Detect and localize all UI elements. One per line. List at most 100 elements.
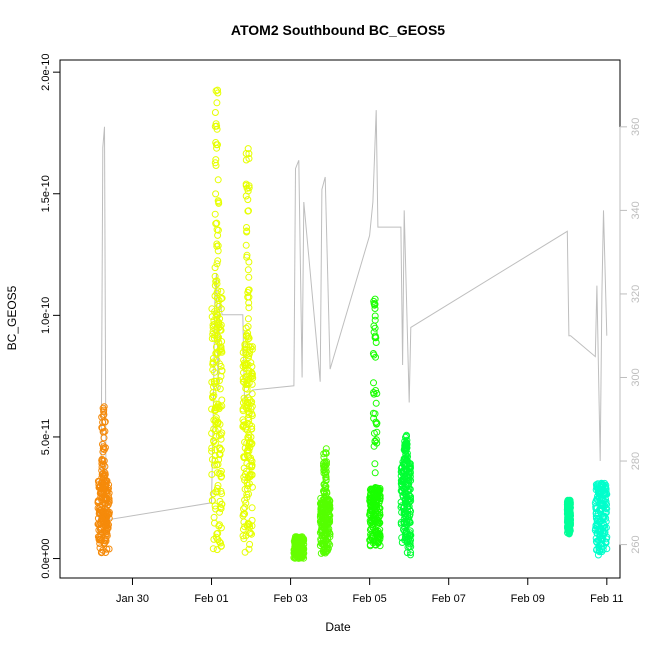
data-point [211,427,219,434]
data-point [245,545,253,553]
data-point [208,405,216,413]
data-point [103,528,111,535]
data-point [209,330,217,338]
data-point [214,482,222,489]
data-point [407,551,414,559]
data-point [217,542,225,550]
segment-7 [397,431,415,559]
data-point [594,525,602,533]
data-point [299,543,306,551]
data-point [376,542,384,550]
data-point [322,536,330,544]
data-point [244,266,252,274]
data-point [243,493,251,501]
data-point [105,514,113,522]
data-point [592,481,600,489]
data-point [243,426,251,434]
y-axis-label: BC_GEOS5 [5,285,19,350]
data-point [105,545,113,553]
data-point [217,505,225,512]
data-point [218,367,226,375]
data-point [597,482,605,490]
data-point [248,440,256,448]
data-point [212,156,220,164]
data-point [322,449,330,457]
data-point [101,418,109,426]
data-point [213,240,221,248]
x-tick-label: Feb 05 [353,593,387,605]
segment-9 [591,479,611,559]
data-point [325,506,333,514]
y-tick-label: 1.0e-10 [40,297,52,334]
data-point [214,247,222,255]
y2-tick-label: 360 [630,118,642,136]
data-point [214,402,222,410]
data-point [366,541,374,549]
data-point [565,500,573,507]
y2-tick-label: 280 [630,452,642,470]
data-point [406,471,413,479]
data-point [248,483,256,491]
data-point [400,508,408,516]
data-point [213,226,221,234]
y2-axis: 260 280 300 320 340 360 [619,118,642,554]
data-point [214,418,222,426]
data-point [245,150,253,158]
data-point [218,396,226,404]
data-point [212,277,220,285]
data-point [371,484,379,491]
data-point [216,323,224,331]
data-point [243,377,251,384]
data-point [369,409,377,417]
data-point [244,333,252,340]
data-point [242,192,250,200]
data-point [320,463,328,471]
data-point [213,99,221,107]
data-point [104,510,112,518]
data-point [371,295,379,303]
data-point [298,533,306,541]
data-point [243,491,251,499]
data-point [326,530,334,538]
data-point [245,293,253,301]
data-point [214,335,222,343]
data-point [248,412,256,420]
data-point [376,497,384,505]
y2-tick-label: 340 [630,201,642,219]
data-point [217,362,225,370]
data-point [241,340,249,348]
data-point [564,498,571,506]
data-point [599,528,607,536]
data-point [248,504,256,512]
data-point [402,484,410,492]
data-point [320,462,327,470]
data-point [406,536,414,544]
data-point [298,554,305,562]
data-point [245,273,253,281]
data-point [318,499,326,507]
data-point [399,477,407,485]
data-point [370,390,378,398]
data-point [322,548,330,555]
data-point [240,510,248,518]
data-point [239,422,247,430]
data-point [376,504,384,512]
data-point [215,339,223,346]
data-point [596,518,604,526]
data-point [322,477,330,485]
y2-tick-label: 260 [630,535,642,553]
data-point [213,461,221,469]
data-point [240,518,248,526]
data-point [101,537,108,545]
data-point [246,540,254,548]
data-point [597,540,605,548]
x-tick-label: Feb 11 [590,593,623,605]
data-point [322,473,330,481]
x-axis-label: Date [325,620,351,634]
data-point [216,451,224,459]
data-point [242,349,250,357]
data-point [216,420,224,428]
data-point [209,358,217,366]
y-tick-label: 2.0e-10 [40,54,52,91]
